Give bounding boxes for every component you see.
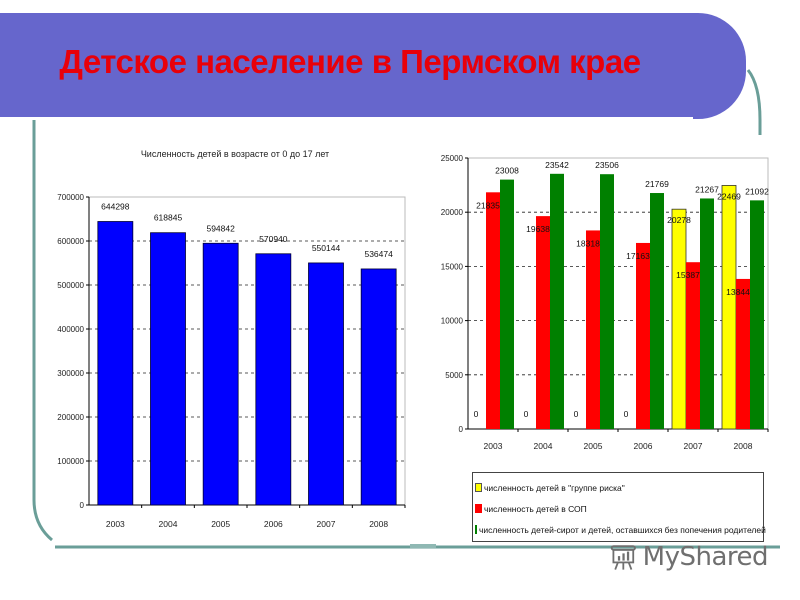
data-label: 19638 — [526, 224, 550, 234]
legend-item: численность детей в СОП — [475, 498, 761, 519]
y-tick-label: 15000 — [441, 262, 464, 271]
legend-label: численность детей в СОП — [484, 503, 587, 514]
x-tick-label: 2003 — [484, 441, 503, 451]
y-tick-label: 20000 — [441, 208, 464, 217]
watermark: MyShared — [608, 540, 769, 574]
bar — [736, 278, 750, 429]
legend-swatch — [475, 525, 477, 534]
data-label: 618845 — [154, 213, 183, 223]
legend-item: численность детей в "группе риска" — [475, 477, 761, 498]
data-label: 0 — [624, 409, 629, 419]
bar — [255, 253, 292, 506]
y-tick-label: 0 — [80, 501, 85, 510]
x-tick-label: 2008 — [369, 519, 388, 529]
banner-underline — [0, 117, 693, 120]
chart-children-risk-groups: 0 5000 10000 15000 20000 25000 0 21835 23008 2003… — [441, 154, 769, 451]
data-label: 23542 — [545, 160, 569, 170]
bar — [700, 198, 714, 429]
x-tick-label: 2004 — [159, 519, 178, 529]
x-tick-label: 2006 — [634, 441, 653, 451]
bar — [536, 216, 550, 429]
bar — [360, 268, 397, 506]
legend-label: численность детей в "группе риска" — [484, 482, 625, 493]
data-label: 17163 — [626, 251, 650, 261]
legend-label: численность детей-сирот и детей, оставши… — [479, 524, 766, 535]
data-label: 0 — [574, 409, 579, 419]
bar — [636, 242, 650, 429]
legend-swatch — [475, 483, 482, 492]
data-label: 20278 — [667, 215, 691, 225]
y-tick-label: 100000 — [57, 457, 84, 466]
y-tick-label: 500000 — [57, 281, 84, 290]
data-label: 21267 — [695, 184, 719, 194]
data-label: 644298 — [101, 202, 130, 212]
slide-title: Детское население в Пермском крае — [59, 43, 641, 80]
data-label: 0 — [474, 409, 479, 419]
presentation-board-icon — [610, 545, 636, 570]
x-tick-label: 2007 — [317, 519, 336, 529]
bar — [500, 179, 514, 429]
y-tick-label: 25000 — [441, 154, 464, 163]
bar — [486, 192, 500, 429]
data-label: 18318 — [576, 238, 600, 248]
x-tick-label: 2007 — [684, 441, 703, 451]
bar — [308, 262, 344, 506]
data-label: 23008 — [495, 166, 519, 176]
bar — [150, 232, 186, 506]
data-label: 536474 — [364, 249, 393, 259]
title-banner: Детское население в Пермском крае — [0, 13, 746, 120]
data-label: 0 — [524, 409, 529, 419]
x-tick-label: 2008 — [734, 441, 753, 451]
x-tick-label: 2003 — [106, 519, 125, 529]
bar — [586, 230, 600, 429]
legend-swatch — [475, 504, 482, 513]
x-tick-label: 2005 — [211, 519, 230, 529]
y-tick-label: 200000 — [57, 413, 84, 422]
data-label: 15387 — [676, 270, 700, 280]
data-label: 21092 — [745, 186, 769, 196]
chart-title: Численность детей в возрасте от 0 до 17 … — [141, 149, 329, 159]
data-label: 570940 — [259, 234, 288, 244]
data-label: 13844 — [726, 287, 750, 297]
bar — [671, 208, 687, 430]
y-tick-label: 300000 — [57, 369, 84, 378]
x-tick-label: 2006 — [264, 519, 283, 529]
legend-item: численность детей-сирот и детей, оставши… — [475, 519, 766, 540]
bar — [721, 185, 737, 430]
bar — [97, 221, 134, 506]
bar — [550, 173, 564, 429]
bar — [750, 200, 764, 429]
data-label: 550144 — [312, 243, 341, 253]
data-label: 21835 — [476, 200, 500, 210]
bar — [202, 242, 239, 506]
x-tick-label: 2005 — [584, 441, 603, 451]
y-tick-label: 700000 — [57, 193, 84, 202]
watermark-text: MyShared — [642, 542, 769, 572]
y-tick-label: 5000 — [445, 371, 463, 380]
data-label: 21769 — [645, 179, 669, 189]
data-label: 23506 — [595, 160, 619, 170]
y-tick-label: 10000 — [441, 317, 464, 326]
y-tick-label: 0 — [459, 425, 464, 434]
chart-legend: численность детей в "группе риска" числен… — [472, 472, 766, 542]
bar — [686, 262, 700, 429]
data-label: 22469 — [717, 191, 741, 201]
bar — [600, 174, 614, 429]
chart-children-0-17: Численность детей в возрасте от 0 до 17 … — [57, 149, 406, 529]
bar — [650, 193, 664, 429]
y-tick-label: 600000 — [57, 237, 84, 246]
y-tick-label: 400000 — [57, 325, 84, 334]
data-label: 594842 — [206, 223, 235, 233]
x-tick-label: 2004 — [534, 441, 553, 451]
